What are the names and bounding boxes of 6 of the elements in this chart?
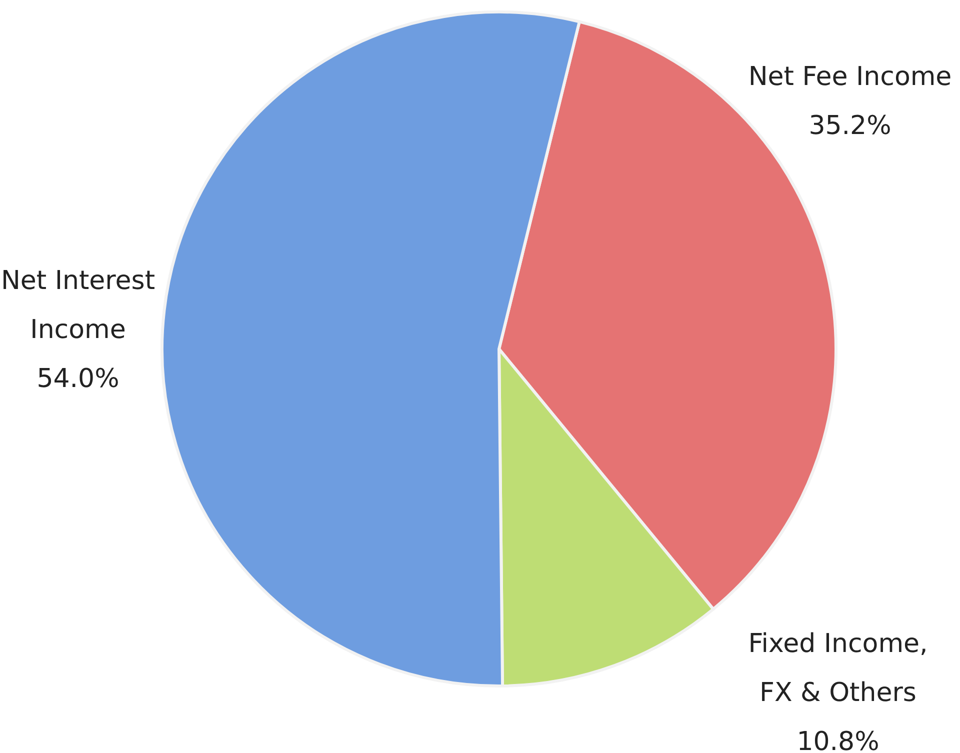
slice-label: Net Fee Income: [748, 62, 952, 92]
data-label: 54.0%: [36, 364, 120, 394]
slice-label: Net Interest Income: [0, 266, 156, 346]
data-label: 35.2%: [808, 111, 892, 142]
data-label: 10.8%: [796, 727, 880, 753]
slice-label: Fixed Income, FX & Others: [748, 629, 928, 708]
